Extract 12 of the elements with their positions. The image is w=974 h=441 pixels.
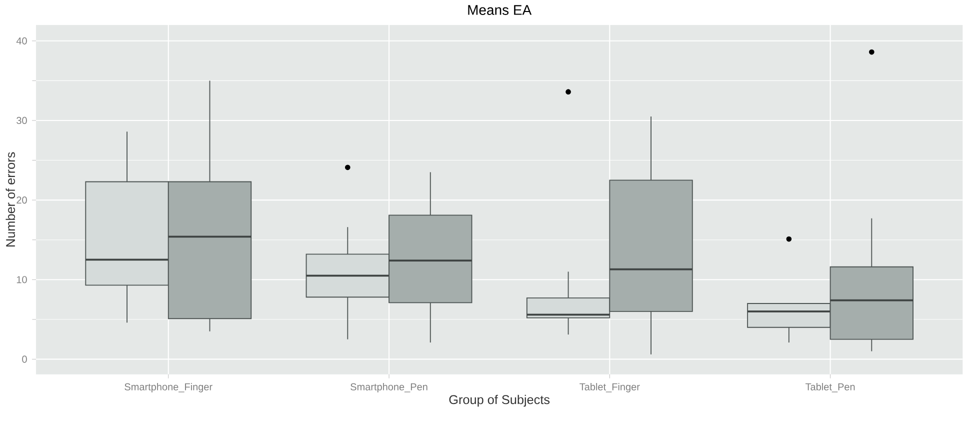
y-tick-label: 40 bbox=[16, 37, 27, 44]
x-tick-label: Tablet_Finger bbox=[580, 383, 640, 392]
y-tick-label: 30 bbox=[16, 116, 27, 124]
x-axis-title: Group of Subjects bbox=[449, 394, 550, 407]
x-tick-label: Smartphone_Pen bbox=[350, 383, 428, 392]
y-tick-label: 10 bbox=[16, 276, 27, 284]
chart-title: Means EA bbox=[468, 5, 532, 15]
y-axis-title: Number of errors bbox=[6, 152, 16, 246]
y-tick-label: 0 bbox=[22, 356, 27, 363]
x-tick-label: Smartphone_Finger bbox=[124, 383, 212, 392]
x-tick-label: Tablet_Pen bbox=[805, 383, 855, 392]
y-tick-label: 20 bbox=[16, 196, 27, 204]
